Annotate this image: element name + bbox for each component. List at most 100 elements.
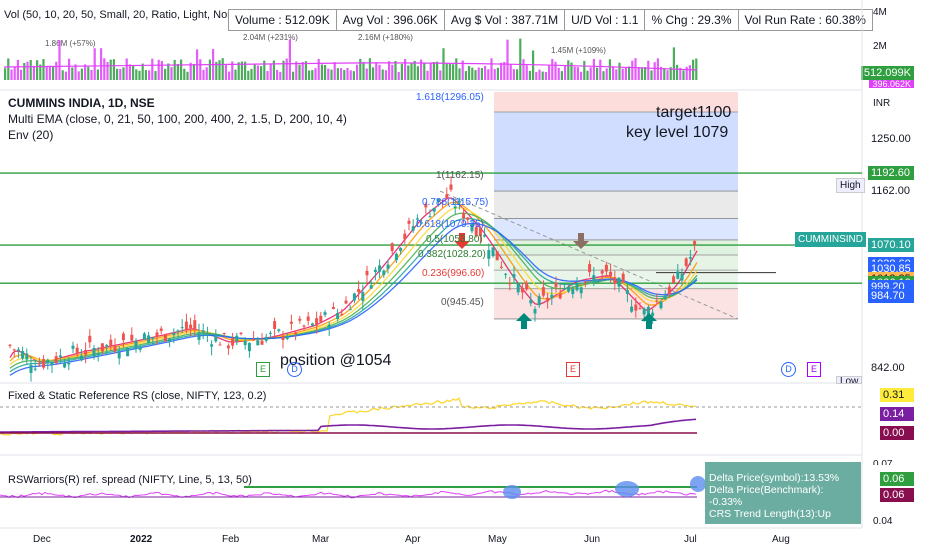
candle-body [613, 277, 617, 284]
earnings-event-icon[interactable]: E [807, 362, 821, 377]
x-tick-label: Aug [772, 534, 790, 545]
candle-body [642, 308, 646, 315]
volume-bar [157, 59, 160, 80]
volume-bar [455, 58, 458, 80]
volume-bar [282, 60, 285, 80]
volume-bar [407, 65, 410, 80]
volume-bar [205, 67, 208, 80]
volume-bar [400, 63, 403, 80]
fib-label: 0.382(1028.20) [418, 249, 486, 260]
volume-bar [660, 66, 663, 80]
volume-bar [640, 67, 643, 80]
volume-bar [381, 69, 384, 80]
candle-body [680, 273, 684, 281]
volume-bar [295, 61, 298, 80]
candle-body [579, 287, 583, 294]
volume-bar [512, 69, 515, 80]
multi-ema-header[interactable]: Multi EMA (close, 0, 21, 50, 100, 200, 4… [8, 112, 347, 126]
volume-bar [573, 66, 576, 80]
rs-indicator-header[interactable]: Fixed & Static Reference RS (close, NIFT… [8, 390, 267, 402]
candle-body [281, 336, 285, 341]
envelope-header[interactable]: Env (20) [8, 128, 54, 142]
volume-bar [260, 66, 263, 80]
volume-bar [487, 69, 490, 80]
candle-body [554, 282, 558, 288]
volume-bar [298, 64, 301, 80]
avg-dollar-vol-stat: Avg $ Vol : 387.71M [445, 10, 566, 30]
earnings-event-icon[interactable]: E [256, 362, 270, 377]
volume-bar [138, 70, 141, 80]
symbol-price-badge[interactable]: CUMMINSIND [795, 232, 866, 247]
symbol-title[interactable]: CUMMINS INDIA, 1D, NSE [8, 96, 155, 110]
volume-bar [637, 66, 640, 80]
candle-body [163, 334, 167, 342]
candle-body [42, 359, 46, 368]
volume-bar [576, 67, 579, 80]
volume-bar [596, 67, 599, 80]
spread-signal-dot [615, 481, 639, 497]
volume-bar [135, 69, 138, 80]
volume-bar [621, 68, 624, 80]
fib-zone [494, 218, 738, 240]
trend-arrow-icon [641, 313, 657, 329]
volume-bar [352, 71, 355, 80]
spread-axis-label: 0.07 [873, 459, 893, 465]
volume-bar [237, 62, 240, 80]
dividend-event-icon[interactable]: D [287, 362, 302, 377]
volume-bar [548, 65, 551, 80]
candle-body [159, 328, 163, 331]
candle-body [646, 306, 650, 316]
spread-indicator-header[interactable]: RSWarriors(R) ref. spread (NIFTY, Line, … [8, 474, 252, 486]
position-annotation[interactable]: position @1054 [280, 352, 392, 369]
earnings-event-icon[interactable]: E [566, 362, 580, 377]
volume-bar [669, 67, 672, 80]
candle-body [352, 293, 356, 301]
high-label: High [836, 178, 865, 193]
candle-body [655, 300, 659, 302]
candle-body [394, 253, 398, 261]
candle-body [247, 342, 251, 352]
candle-body [575, 283, 579, 291]
dividend-event-icon[interactable]: D [781, 362, 796, 377]
volume-bar [269, 63, 272, 80]
volume-bar [167, 63, 170, 80]
volume-bar [628, 66, 631, 80]
candle-body [239, 332, 243, 335]
volume-bar [116, 68, 119, 80]
key-level-annotation[interactable]: key level 1079 [626, 124, 729, 141]
candle-body [126, 348, 130, 357]
candle-body [205, 334, 209, 336]
volume-bar [4, 68, 7, 80]
candle-body [344, 300, 348, 304]
price-axis-label: 1070.10 [868, 238, 914, 253]
candle-body [121, 333, 125, 341]
candle-body [457, 201, 461, 203]
candle-body [625, 290, 629, 294]
candle-body [63, 362, 67, 368]
rs-average-line [0, 418, 697, 433]
candle-body [176, 330, 180, 332]
candle-body [172, 333, 176, 336]
target-annotation[interactable]: target1100 [656, 104, 732, 121]
volume-bar [535, 71, 538, 80]
volume-bar [448, 63, 451, 80]
candle-body [483, 234, 487, 237]
tooltip-line: CRS Trend Length(13):Up [709, 508, 831, 520]
volume-bar [100, 48, 103, 80]
candle-body [604, 264, 608, 272]
candle-body [491, 247, 495, 257]
candle-body [361, 292, 365, 301]
volume-bar [458, 68, 461, 80]
volume-bar [384, 70, 387, 80]
volume-bar [208, 59, 211, 80]
volume-bar [445, 63, 448, 80]
candle-body [596, 281, 600, 283]
fib-label: 0(945.45) [441, 297, 484, 308]
candle-body [256, 340, 260, 346]
candle-body [130, 334, 134, 341]
candle-body [600, 270, 604, 274]
candle-body [235, 335, 239, 342]
avg-vol-stat: Avg Vol : 396.06K [337, 10, 445, 30]
volume-bar [39, 64, 42, 80]
